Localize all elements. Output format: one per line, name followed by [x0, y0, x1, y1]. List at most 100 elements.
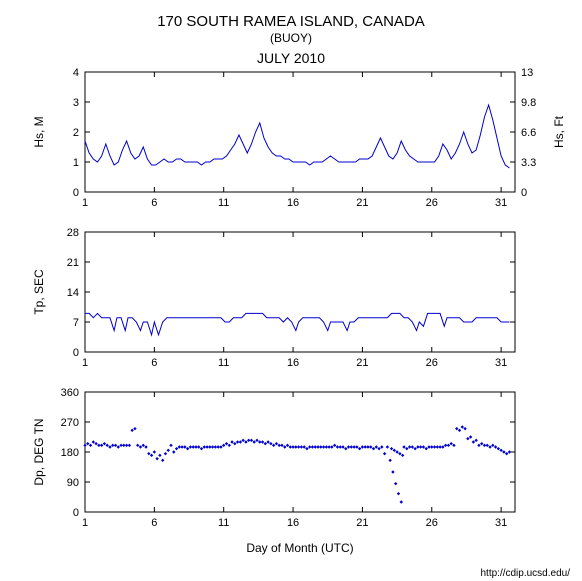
- data-point: [241, 439, 244, 442]
- data-point: [172, 450, 175, 453]
- ytick-label: 360: [61, 387, 79, 399]
- data-point: [219, 445, 222, 448]
- data-point: [250, 439, 253, 442]
- data-point: [486, 444, 489, 447]
- date-title: JULY 2010: [257, 50, 325, 66]
- data-point: [280, 444, 283, 447]
- data-point: [369, 445, 372, 448]
- data-point: [169, 444, 172, 447]
- data-point: [472, 440, 475, 443]
- data-point: [491, 444, 494, 447]
- data-point: [452, 444, 455, 447]
- data-point: [386, 445, 389, 448]
- chart-svg: 170 SOUTH RAMEA ISLAND, CANADA(BUOY)JULY…: [0, 0, 582, 581]
- xtick-label: 26: [426, 517, 438, 529]
- data-point: [497, 447, 500, 450]
- ytick-right-label: 9.8: [521, 97, 536, 109]
- data-point: [402, 445, 405, 448]
- data-line: [85, 313, 509, 334]
- data-point: [508, 450, 511, 453]
- xtick-label: 11: [218, 517, 229, 529]
- data-point: [449, 442, 452, 445]
- data-point: [130, 429, 133, 432]
- ytick-label: 7: [73, 317, 79, 329]
- data-point: [388, 459, 391, 462]
- xtick-label: 1: [82, 517, 88, 529]
- data-point: [266, 440, 269, 443]
- data-point: [469, 435, 472, 438]
- xtick-label: 26: [426, 197, 438, 209]
- data-point: [283, 445, 286, 448]
- data-point: [144, 445, 147, 448]
- ytick-label: 4: [73, 67, 79, 79]
- data-point: [341, 445, 344, 448]
- data-point: [398, 452, 401, 455]
- data-point: [400, 500, 403, 503]
- data-point: [161, 459, 164, 462]
- data-point: [397, 492, 400, 495]
- data-point: [167, 449, 170, 452]
- data-point: [117, 445, 120, 448]
- data-point: [228, 444, 231, 447]
- data-point: [441, 445, 444, 448]
- data-point: [372, 447, 375, 450]
- xtick-label: 6: [151, 197, 157, 209]
- data-point: [305, 447, 308, 450]
- data-point: [114, 444, 117, 447]
- data-point: [422, 445, 425, 448]
- data-point: [425, 447, 428, 450]
- data-point: [86, 442, 89, 445]
- data-point: [244, 440, 247, 443]
- data-point: [222, 444, 225, 447]
- data-point: [133, 427, 136, 430]
- ytick-label: 0: [73, 187, 79, 199]
- data-point: [391, 470, 394, 473]
- data-point: [105, 444, 108, 447]
- xtick-label: 21: [356, 357, 368, 369]
- data-point: [380, 445, 383, 448]
- data-point: [183, 445, 186, 448]
- chart-container: { "title": "170 SOUTH RAMEA ISLAND, CANA…: [0, 0, 582, 581]
- data-point: [499, 449, 502, 452]
- data-point: [186, 447, 189, 450]
- data-point: [393, 449, 396, 452]
- xtick-label: 31: [495, 357, 507, 369]
- ytick-label: 2: [73, 127, 79, 139]
- data-point: [230, 440, 233, 443]
- ytick-label: 14: [67, 287, 79, 299]
- data-point: [355, 445, 358, 448]
- data-point: [239, 440, 242, 443]
- data-point: [103, 442, 106, 445]
- xtick-label: 6: [151, 517, 157, 529]
- ytick-label: 3: [73, 97, 79, 109]
- data-point: [330, 445, 333, 448]
- data-point: [377, 447, 380, 450]
- ytick-right-label: 6.6: [521, 127, 536, 139]
- ylabel-left: Hs, M: [32, 116, 46, 147]
- data-point: [458, 429, 461, 432]
- ytick-label: 0: [73, 507, 79, 519]
- data-point: [89, 444, 92, 447]
- data-point: [395, 450, 398, 453]
- data-point: [383, 452, 386, 455]
- panel-frame: [85, 392, 515, 512]
- panel-frame: [85, 72, 515, 192]
- data-point: [394, 482, 397, 485]
- xtick-label: 21: [356, 517, 368, 529]
- main-title: 170 SOUTH RAMEA ISLAND, CANADA: [157, 13, 425, 30]
- data-point: [474, 439, 477, 442]
- xtick-label: 6: [151, 357, 157, 369]
- data-point: [264, 442, 267, 445]
- data-point: [286, 444, 289, 447]
- xtick-label: 11: [218, 197, 229, 209]
- data-point: [358, 447, 361, 450]
- data-point: [225, 442, 228, 445]
- data-point: [150, 454, 153, 457]
- xtick-label: 21: [356, 197, 368, 209]
- data-point: [153, 450, 156, 453]
- xtick-label: 1: [82, 197, 88, 209]
- data-point: [100, 444, 103, 447]
- data-point: [253, 440, 256, 443]
- data-point: [461, 425, 464, 428]
- ylabel-left: Dp, DEG TN: [32, 418, 46, 485]
